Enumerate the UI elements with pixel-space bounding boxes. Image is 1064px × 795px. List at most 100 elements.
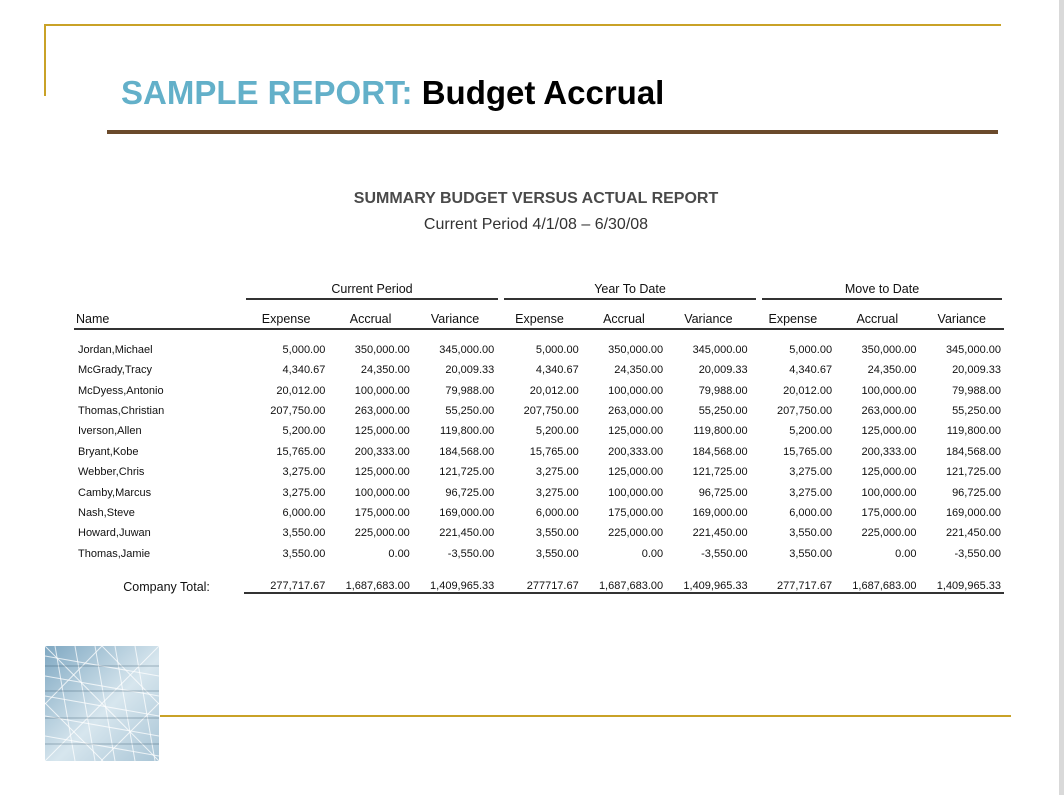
amount-cell: 24,350.00 — [360, 364, 410, 377]
amount-cell: 169,000.00 — [945, 506, 1001, 519]
amount-cell: 3,550.00 — [789, 547, 833, 560]
employee-name: Thomas,Christian — [78, 404, 165, 417]
amount-cell: 5,000.00 — [535, 344, 579, 356]
total-value: 1,687,683.00 — [581, 564, 667, 595]
frame-bottom-line — [160, 715, 1011, 717]
employee-name: Jordan,Michael — [78, 344, 153, 356]
amount-cell: 169,000.00 — [692, 506, 748, 519]
amount-cell: 345,000.00 — [439, 344, 495, 356]
employee-name: Howard,Juwan — [78, 527, 151, 540]
amount-cell: -3,550.00 — [447, 547, 495, 560]
table-row: McGrady,Tracy 4,340.67 24,350.00 20,009.33 4… — [74, 360, 1004, 380]
amount-cell: 350,000.00 — [861, 344, 917, 356]
amount-cell: 20,009.33 — [445, 364, 495, 377]
amount-cell: 15,765.00 — [276, 445, 326, 458]
amount-cell: 55,250.00 — [952, 404, 1001, 417]
amount-cell: 24,350.00 — [867, 364, 917, 377]
amount-cell: 55,250.00 — [698, 404, 748, 417]
amount-cell: 96,725.00 — [952, 486, 1001, 499]
column-header-name: Name — [74, 304, 244, 330]
table-row: Camby,Marcus 3,275.00 100,000.00 96,725.00 3… — [74, 482, 1004, 502]
table-row: Thomas,Christian 207,750.00 263,000.00 55,2… — [74, 401, 1004, 421]
group-current-period: Current Period — [246, 280, 498, 300]
employee-name: Thomas,Jamie — [78, 547, 151, 560]
amount-cell: 3,275.00 — [535, 486, 579, 499]
amount-cell: 175,000.00 — [354, 506, 410, 519]
amount-cell: 3,275.00 — [282, 466, 326, 479]
report-rows: Jordan,Michael 5,000.00 350,000.00 345,000.… — [74, 330, 1004, 564]
column-groups: Current Period Year To Date Move to Date — [74, 280, 1004, 300]
amount-cell: 207,750.00 — [270, 404, 326, 417]
table-row: Nash,Steve 6,000.00 175,000.00 169,000.00 6,… — [74, 503, 1004, 523]
slide-title: SAMPLE REPORT: Budget Accrual — [121, 74, 664, 112]
amount-cell: 5,000.00 — [282, 344, 326, 356]
amount-cell: 100,000.00 — [354, 384, 410, 397]
amount-cell: 15,765.00 — [529, 445, 579, 458]
amount-cell: 5,200.00 — [535, 425, 579, 438]
total-value: 1,409,965.33 — [412, 564, 498, 595]
amount-cell: 4,340.67 — [789, 364, 833, 377]
total-value: 1,409,965.33 — [919, 564, 1004, 595]
amount-cell: 6,000.00 — [789, 506, 833, 519]
amount-cell: 100,000.00 — [608, 486, 664, 499]
employee-name: Nash,Steve — [78, 506, 135, 519]
amount-cell: 15,765.00 — [783, 445, 833, 458]
group-year-to-date: Year To Date — [504, 280, 756, 300]
amount-cell: 263,000.00 — [861, 404, 917, 417]
report-period: Current Period 4/1/08 – 6/30/08 — [423, 216, 649, 233]
amount-cell: 200,333.00 — [608, 445, 664, 458]
amount-cell: 350,000.00 — [608, 344, 664, 356]
column-header-accrual: Accrual — [581, 304, 667, 330]
amount-cell: 350,000.00 — [354, 344, 410, 356]
amount-cell: 200,333.00 — [861, 445, 917, 458]
amount-cell: 175,000.00 — [861, 506, 917, 519]
amount-cell: 3,550.00 — [535, 527, 579, 540]
total-value: 277,717.67 — [750, 564, 836, 595]
amount-cell: 20,009.33 — [698, 364, 748, 377]
amount-cell: 5,200.00 — [282, 425, 326, 438]
table-row: Howard,Juwan 3,550.00 225,000.00 221,450.00… — [74, 523, 1004, 543]
amount-cell: 3,550.00 — [282, 547, 326, 560]
amount-cell: 200,333.00 — [354, 445, 410, 458]
amount-cell: 121,725.00 — [692, 466, 748, 479]
amount-cell: 121,725.00 — [945, 466, 1001, 479]
amount-cell: 225,000.00 — [608, 527, 664, 540]
frame-top-line — [44, 24, 1001, 26]
amount-cell: 96,725.00 — [445, 486, 495, 499]
amount-cell: 3,275.00 — [535, 466, 579, 479]
amount-cell: 184,568.00 — [439, 445, 495, 458]
amount-cell: 345,000.00 — [692, 344, 748, 356]
amount-cell: 79,988.00 — [698, 384, 748, 397]
employee-name: McDyess,Antonio — [78, 384, 164, 397]
employee-name: Camby,Marcus — [78, 486, 152, 499]
amount-cell: 79,988.00 — [445, 384, 495, 397]
column-header-accrual: Accrual — [835, 304, 920, 330]
amount-cell: 184,568.00 — [692, 445, 748, 458]
amount-cell: 207,750.00 — [777, 404, 833, 417]
amount-cell: 3,550.00 — [282, 527, 326, 540]
column-header-variance: Variance — [666, 304, 751, 330]
amount-cell: 100,000.00 — [861, 486, 917, 499]
title-prefix: SAMPLE REPORT: — [121, 74, 413, 111]
total-row: Company Total: 277,717.67 1,687,683.00 1… — [74, 564, 1004, 595]
total-value: 277,717.67 — [243, 564, 329, 595]
total-value: 1,687,683.00 — [328, 564, 413, 595]
amount-cell: 119,800.00 — [946, 425, 1001, 438]
amount-cell: 5,000.00 — [789, 344, 833, 356]
table-row: Thomas,Jamie 3,550.00 0.00 -3,550.00 3,550.0… — [74, 544, 1004, 564]
amount-cell: 225,000.00 — [354, 527, 410, 540]
table-row: Jordan,Michael 5,000.00 350,000.00 345,000.… — [74, 330, 1004, 360]
amount-cell: 3,275.00 — [789, 466, 833, 479]
amount-cell: 121,725.00 — [439, 466, 495, 479]
amount-cell: 263,000.00 — [354, 404, 410, 417]
amount-cell: 6,000.00 — [535, 506, 579, 519]
slide-edge — [1059, 0, 1064, 795]
glass-dome-image-icon — [45, 646, 159, 761]
amount-cell: 221,450.00 — [692, 527, 748, 540]
amount-cell: 20,012.00 — [276, 384, 326, 397]
amount-cell: 125,000.00 — [861, 425, 917, 438]
amount-cell: 4,340.67 — [282, 364, 326, 377]
amount-cell: 6,000.00 — [282, 506, 326, 519]
column-header-expense: Expense — [497, 304, 582, 330]
amount-cell: 169,000.00 — [439, 506, 495, 519]
